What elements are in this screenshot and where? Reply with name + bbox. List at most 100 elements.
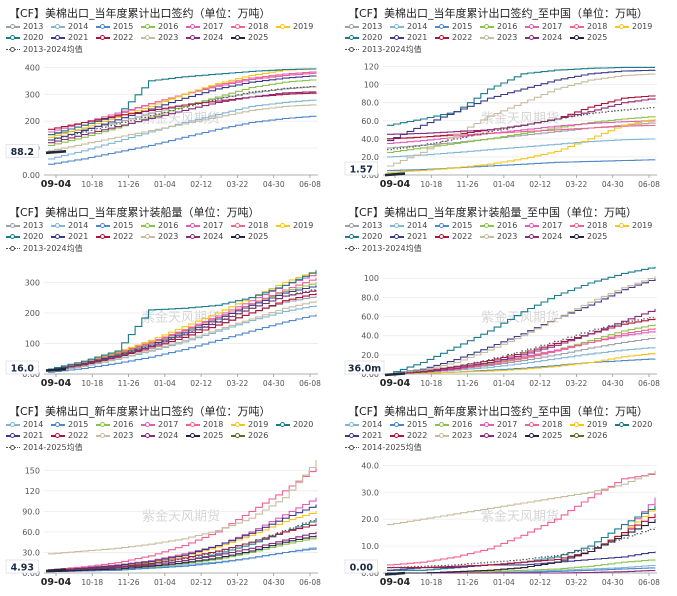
legend-item[interactable]: 2014 <box>345 420 382 429</box>
watermark: 紫金天风期货 <box>481 111 559 127</box>
legend-item[interactable]: 2015 <box>435 22 472 31</box>
legend-marker-icon <box>480 432 494 440</box>
legend-item[interactable]: 2023 <box>141 232 178 241</box>
legend-item[interactable]: 2023 <box>141 33 178 42</box>
legend-item[interactable]: 2022 <box>96 33 133 42</box>
legend-item[interactable]: 2025 <box>525 431 562 440</box>
legend-item[interactable]: 2025 <box>570 33 607 42</box>
legend-item[interactable]: 2015 <box>435 221 472 230</box>
legend-label: 2021 <box>68 33 89 42</box>
legend-item[interactable]: 2023 <box>480 33 517 42</box>
legend-item[interactable]: 2018 <box>570 221 607 230</box>
legend-label: 2018 <box>542 420 563 429</box>
legend-item[interactable]: 2025 <box>570 232 607 241</box>
legend-item[interactable]: 2014 <box>51 221 88 230</box>
legend-item[interactable]: 2013 <box>6 22 43 31</box>
legend-item[interactable]: 2017 <box>186 22 223 31</box>
legend-item[interactable]: 2014 <box>51 22 88 31</box>
legend-item[interactable]: 2015 <box>51 420 88 429</box>
legend-item[interactable]: 2021 <box>51 33 88 42</box>
legend-item[interactable]: 2017 <box>525 221 562 230</box>
legend-item[interactable]: 2019 <box>276 22 313 31</box>
legend-item[interactable]: 2026 <box>570 431 607 440</box>
legend-item[interactable]: 2021 <box>51 232 88 241</box>
legend-item[interactable]: 2022 <box>51 431 88 440</box>
legend-item[interactable]: 2013-2024均值 <box>6 243 83 254</box>
legend-item[interactable]: 2015 <box>96 221 133 230</box>
series-line-2013-2024均值 <box>48 288 317 371</box>
y-tick-label: 0.00 <box>361 370 379 379</box>
current-value-label: 4.93 <box>11 563 34 574</box>
plot-area: 紫金天风期货 0.00 20.0 40.0 60.0 80.0 100 09-04 10-18 1… <box>344 266 660 389</box>
legend-label: 2016 <box>158 221 179 230</box>
legend-item[interactable]: 2019 <box>570 420 607 429</box>
legend-item[interactable]: 2014-2025均值 <box>345 442 422 453</box>
legend-label: 2026 <box>587 431 608 440</box>
legend-item[interactable]: 2024 <box>525 33 562 42</box>
legend-marker-icon <box>435 421 449 429</box>
legend-item[interactable]: 2013-2024均值 <box>345 44 422 55</box>
legend-label: 2019 <box>587 420 608 429</box>
legend-item[interactable]: 2017 <box>186 221 223 230</box>
legend-item[interactable]: 2020 <box>6 232 43 241</box>
legend-item[interactable]: 2020 <box>276 420 313 429</box>
legend-item[interactable]: 2016 <box>141 221 178 230</box>
legend-item[interactable]: 2016 <box>435 420 472 429</box>
legend-item[interactable]: 2019 <box>615 22 652 31</box>
legend-item[interactable]: 2023 <box>435 431 472 440</box>
legend-item[interactable]: 2016 <box>96 420 133 429</box>
legend-item[interactable]: 2018 <box>186 420 223 429</box>
legend-item[interactable]: 2018 <box>231 221 268 230</box>
legend-item[interactable]: 2014 <box>6 420 43 429</box>
legend-item[interactable]: 2015 <box>390 420 427 429</box>
legend-item[interactable]: 2013 <box>345 221 382 230</box>
legend-item[interactable]: 2017 <box>141 420 178 429</box>
legend-item[interactable]: 2013 <box>345 22 382 31</box>
legend-item[interactable]: 2022 <box>390 431 427 440</box>
legend-item[interactable]: 2023 <box>96 431 133 440</box>
legend-item[interactable]: 2024 <box>480 431 517 440</box>
legend-item[interactable]: 2019 <box>231 420 268 429</box>
legend-item[interactable]: 2014 <box>390 22 427 31</box>
legend-item[interactable]: 2016 <box>141 22 178 31</box>
legend-item[interactable]: 2017 <box>480 420 517 429</box>
legend-item[interactable]: 2019 <box>615 221 652 230</box>
legend-item[interactable]: 2021 <box>390 232 427 241</box>
legend-item[interactable]: 2021 <box>6 431 43 440</box>
legend-item[interactable]: 2020 <box>615 420 652 429</box>
legend-item[interactable]: 2024 <box>186 232 223 241</box>
legend-item[interactable]: 2018 <box>231 22 268 31</box>
legend-item[interactable]: 2018 <box>525 420 562 429</box>
legend-item[interactable]: 2025 <box>231 232 268 241</box>
legend-item[interactable]: 2013-2024均值 <box>345 243 422 254</box>
legend-item[interactable]: 2026 <box>231 431 268 440</box>
legend-item[interactable]: 2022 <box>435 33 472 42</box>
legend-item[interactable]: 2023 <box>480 232 517 241</box>
legend-item[interactable]: 2024 <box>525 232 562 241</box>
legend-item[interactable]: 2016 <box>480 221 517 230</box>
legend-item[interactable]: 2013-2024均值 <box>6 44 83 55</box>
legend-item[interactable]: 2025 <box>231 33 268 42</box>
legend-item[interactable]: 2021 <box>345 431 382 440</box>
legend-item[interactable]: 2025 <box>186 431 223 440</box>
legend-item[interactable]: 2014-2025均值 <box>6 442 83 453</box>
legend-label: 2017 <box>542 22 563 31</box>
legend-item[interactable]: 2020 <box>6 33 43 42</box>
legend-item[interactable]: 2016 <box>480 22 517 31</box>
legend-item[interactable]: 2021 <box>390 33 427 42</box>
legend-item[interactable]: 2020 <box>345 232 382 241</box>
legend-item[interactable]: 2024 <box>141 431 178 440</box>
legend-item[interactable]: 2013 <box>6 221 43 230</box>
series-line-2020 <box>387 266 656 375</box>
legend-item[interactable]: 2020 <box>345 33 382 42</box>
legend-item[interactable]: 2017 <box>525 22 562 31</box>
legend-item[interactable]: 2019 <box>276 221 313 230</box>
legend-item[interactable]: 2022 <box>96 232 133 241</box>
legend-label: 2025 <box>248 33 269 42</box>
legend-item[interactable]: 2018 <box>570 22 607 31</box>
legend-item[interactable]: 2014 <box>390 221 427 230</box>
legend-item[interactable]: 2024 <box>186 33 223 42</box>
legend-item[interactable]: 2022 <box>435 232 472 241</box>
legend-item[interactable]: 2015 <box>96 22 133 31</box>
x-tick-label: 02-12 <box>190 578 212 587</box>
